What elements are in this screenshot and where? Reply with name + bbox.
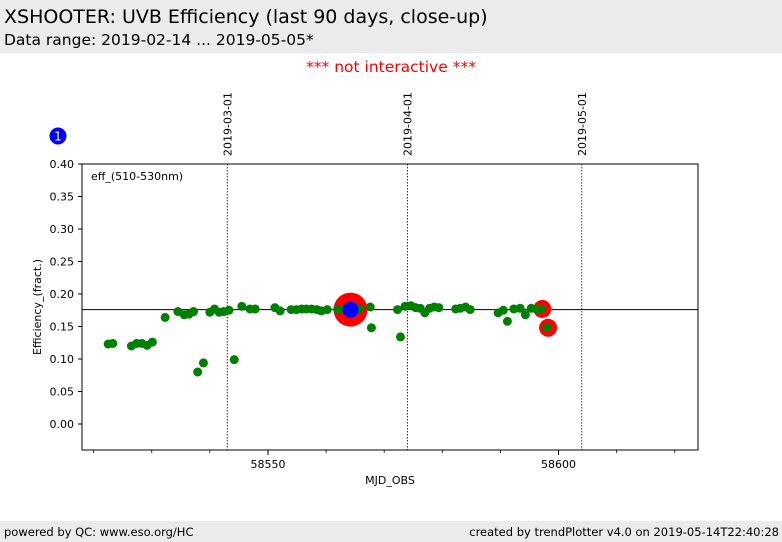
- data-point: [193, 367, 203, 377]
- data-point: [515, 303, 525, 313]
- data-point: [395, 332, 405, 342]
- y-tick-label: 0.05: [50, 386, 75, 399]
- data-point: [275, 306, 285, 316]
- date-marker-label: 2019-03-01: [221, 92, 234, 156]
- not-interactive-notice: *** not interactive ***: [306, 58, 476, 76]
- data-point: [322, 305, 332, 315]
- data-point: [237, 301, 247, 311]
- y-tick-label: 0.10: [50, 353, 75, 366]
- x-tick-label: 58600: [541, 458, 576, 471]
- highlight-inner-marker: [342, 301, 359, 318]
- data-point: [498, 305, 508, 315]
- panel-badge: [49, 127, 67, 145]
- data-point: [393, 305, 403, 315]
- data-point: [366, 323, 376, 333]
- data-point: [465, 305, 475, 315]
- y-tick-label: 0.40: [50, 158, 75, 171]
- data-point: [520, 310, 530, 320]
- data-point: [224, 305, 234, 315]
- panel-badge-label: 1: [54, 130, 62, 144]
- y-tick-label: 0.20: [50, 288, 75, 301]
- footer-bar: powered by QC: www.eso.org/HC created by…: [0, 521, 782, 542]
- series-annotation: eff_(510-530nm): [91, 170, 183, 183]
- x-axis-label: MJD_OBS: [365, 474, 415, 487]
- data-point: [333, 305, 343, 315]
- data-point: [189, 307, 199, 317]
- y-tick-label: 0.00: [50, 418, 75, 431]
- data-range-subtitle: Data range: 2019-02-14 ... 2019-05-05*: [4, 31, 314, 49]
- footer-powered-by: powered by QC: www.eso.org/HC: [4, 525, 194, 539]
- data-point: [536, 304, 546, 314]
- x-tick-label: 58550: [250, 458, 285, 471]
- data-point: [502, 316, 512, 326]
- y-tick-label: 0.25: [50, 256, 75, 269]
- data-point: [108, 338, 118, 348]
- data-point: [250, 304, 260, 314]
- data-point: [147, 337, 157, 347]
- plot-frame: [81, 163, 699, 451]
- y-axis-label: Efficiency_(fract.): [31, 259, 44, 355]
- header-bar: XSHOOTER: UVB Efficiency (last 90 days, …: [0, 0, 782, 53]
- y-tick-label: 0.35: [50, 191, 75, 204]
- footer-created-by: created by trendPlotter v4.0 on 2019-05-…: [469, 525, 779, 539]
- data-point: [160, 312, 170, 322]
- date-marker-label: 2019-05-01: [576, 92, 589, 156]
- y-tick-label: 0.30: [50, 223, 75, 236]
- page-title: XSHOOTER: UVB Efficiency (last 90 days, …: [4, 6, 488, 28]
- efficiency-chart: 1 0.00 0.05 0.10 0.15 0.20 0.25 0.30 0.35 0.40 585…: [31, 92, 699, 487]
- data-point: [542, 323, 552, 333]
- data-point: [434, 303, 444, 313]
- y-tick-label: 0.15: [50, 321, 75, 334]
- date-marker-label: 2019-04-01: [401, 92, 414, 156]
- data-point: [365, 302, 375, 312]
- data-point: [198, 358, 208, 368]
- data-point: [229, 355, 239, 365]
